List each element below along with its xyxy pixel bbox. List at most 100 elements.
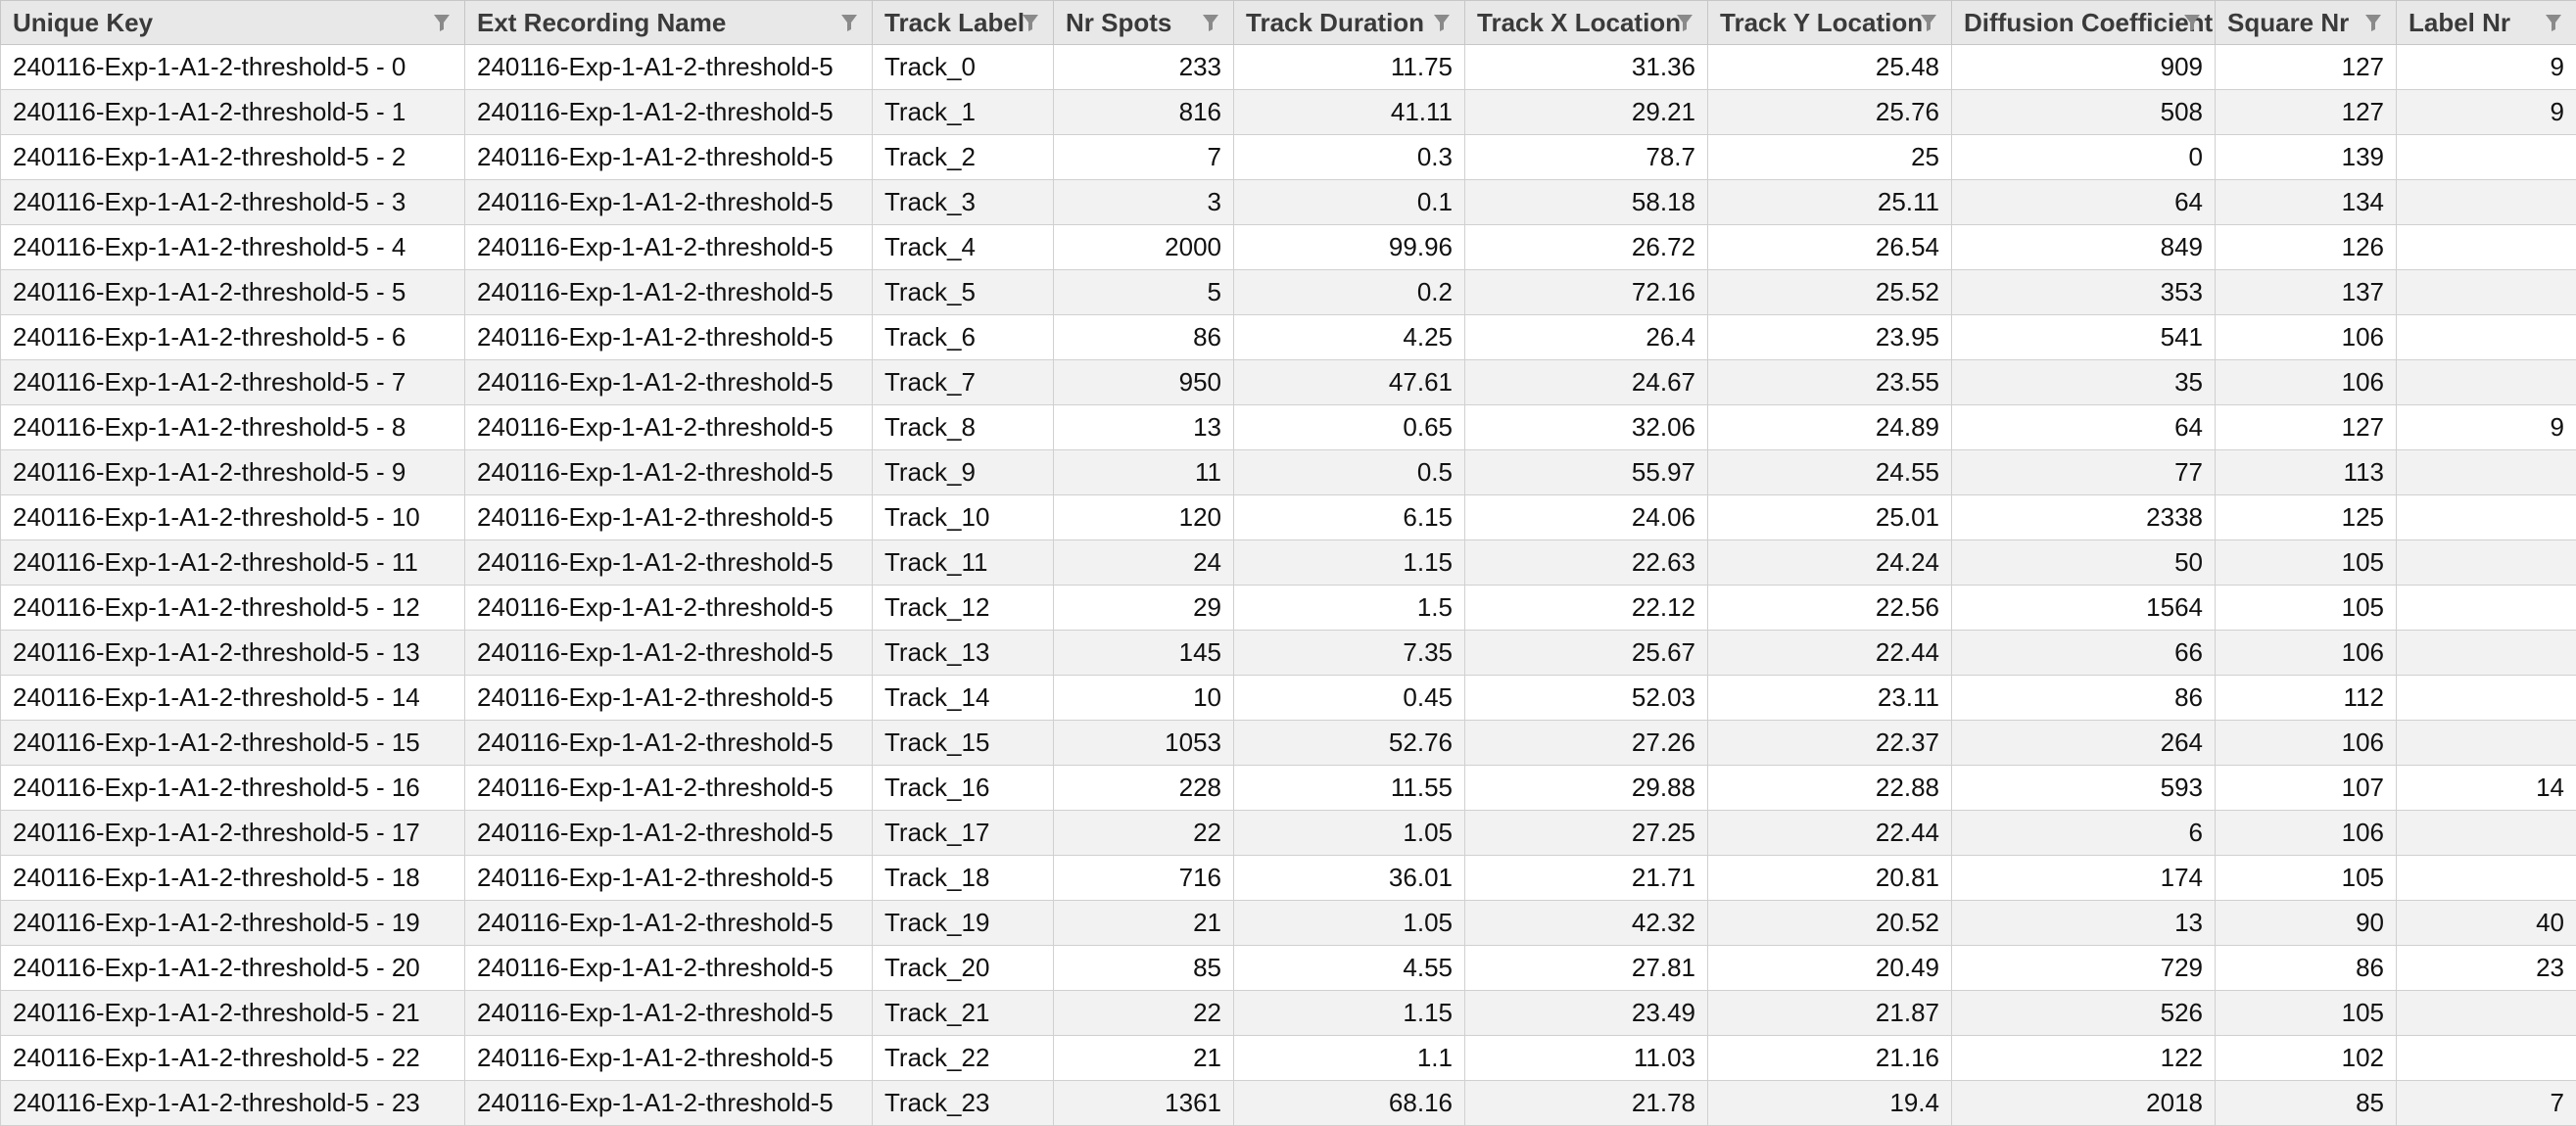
table-cell[interactable]: 240116-Exp-1-A1-2-threshold-5 xyxy=(464,630,873,676)
table-cell[interactable]: 27.81 xyxy=(1464,945,1708,991)
table-cell[interactable]: 240116-Exp-1-A1-2-threshold-5 - 15 xyxy=(0,720,465,766)
table-cell[interactable]: 36.01 xyxy=(1233,855,1465,901)
table-row[interactable]: 240116-Exp-1-A1-2-threshold-5 - 1 240116-… xyxy=(0,89,2576,135)
table-cell[interactable]: 1.05 xyxy=(1233,900,1465,946)
table-cell[interactable]: 1361 xyxy=(1053,1080,1234,1126)
table-cell[interactable]: 0.45 xyxy=(1233,675,1465,721)
table-cell[interactable]: Track_1 xyxy=(872,89,1054,135)
table-cell[interactable]: Track_20 xyxy=(872,945,1054,991)
table-cell[interactable]: 21.71 xyxy=(1464,855,1708,901)
table-cell[interactable]: 240116-Exp-1-A1-2-threshold-5 xyxy=(464,269,873,315)
table-cell[interactable]: 816 xyxy=(1053,89,1234,135)
table-cell[interactable]: 31.36 xyxy=(1464,44,1708,90)
table-cell[interactable]: 6.15 xyxy=(1233,494,1465,540)
table-cell[interactable]: Track_0 xyxy=(872,44,1054,90)
table-cell[interactable]: 4.55 xyxy=(1233,945,1465,991)
table-cell[interactable]: 112 xyxy=(2215,675,2397,721)
table-cell[interactable]: 20.81 xyxy=(1707,855,1952,901)
table-cell[interactable]: 72.16 xyxy=(1464,269,1708,315)
table-cell[interactable]: 240116-Exp-1-A1-2-threshold-5 - 21 xyxy=(0,990,465,1036)
table-cell[interactable]: 127 xyxy=(2215,44,2397,90)
table-cell[interactable] xyxy=(2396,855,2576,901)
table-cell[interactable]: 240116-Exp-1-A1-2-threshold-5 xyxy=(464,945,873,991)
table-cell[interactable]: 86 xyxy=(2215,945,2397,991)
table-cell[interactable]: 22.56 xyxy=(1707,585,1952,631)
table-cell[interactable]: 240116-Exp-1-A1-2-threshold-5 xyxy=(464,585,873,631)
table-cell[interactable]: 26.4 xyxy=(1464,314,1708,360)
table-cell[interactable]: 13 xyxy=(1053,404,1234,450)
table-cell[interactable]: 127 xyxy=(2215,89,2397,135)
table-cell[interactable]: 105 xyxy=(2215,990,2397,1036)
table-cell[interactable]: 4.25 xyxy=(1233,314,1465,360)
column-header-ext-recording-name[interactable]: Ext Recording Name xyxy=(464,0,873,45)
table-cell[interactable]: 40 xyxy=(2396,900,2576,946)
table-cell[interactable]: 240116-Exp-1-A1-2-threshold-5 - 8 xyxy=(0,404,465,450)
table-cell[interactable]: 52.03 xyxy=(1464,675,1708,721)
table-cell[interactable]: 240116-Exp-1-A1-2-threshold-5 xyxy=(464,179,873,225)
table-cell[interactable]: 240116-Exp-1-A1-2-threshold-5 - 6 xyxy=(0,314,465,360)
column-header-track-duration[interactable]: Track Duration xyxy=(1233,0,1465,45)
table-cell[interactable]: 2338 xyxy=(1951,494,2216,540)
table-row[interactable]: 240116-Exp-1-A1-2-threshold-5 - 5 240116-… xyxy=(0,269,2576,315)
table-cell[interactable]: 113 xyxy=(2215,449,2397,495)
table-cell[interactable]: 1.05 xyxy=(1233,810,1465,856)
table-cell[interactable]: 24 xyxy=(1053,540,1234,586)
table-row[interactable]: 240116-Exp-1-A1-2-threshold-5 - 18 240116… xyxy=(0,855,2576,901)
table-cell[interactable]: Track_7 xyxy=(872,359,1054,405)
table-cell[interactable]: 0 xyxy=(1951,134,2216,180)
table-cell[interactable]: 107 xyxy=(2215,765,2397,811)
table-cell[interactable]: 58.18 xyxy=(1464,179,1708,225)
table-cell[interactable]: Track_8 xyxy=(872,404,1054,450)
table-row[interactable]: 240116-Exp-1-A1-2-threshold-5 - 8 240116-… xyxy=(0,404,2576,450)
table-cell[interactable]: 126 xyxy=(2215,224,2397,270)
table-cell[interactable]: 240116-Exp-1-A1-2-threshold-5 - 5 xyxy=(0,269,465,315)
table-cell[interactable]: 23 xyxy=(2396,945,2576,991)
table-cell[interactable]: Track_3 xyxy=(872,179,1054,225)
table-cell[interactable]: 240116-Exp-1-A1-2-threshold-5 xyxy=(464,44,873,90)
table-cell[interactable]: 240116-Exp-1-A1-2-threshold-5 xyxy=(464,314,873,360)
table-cell[interactable]: 240116-Exp-1-A1-2-threshold-5 - 23 xyxy=(0,1080,465,1126)
table-row[interactable]: 240116-Exp-1-A1-2-threshold-5 - 22 240116… xyxy=(0,1035,2576,1081)
table-cell[interactable]: 22.63 xyxy=(1464,540,1708,586)
table-cell[interactable]: 77 xyxy=(1951,449,2216,495)
column-header-track-label[interactable]: Track Label xyxy=(872,0,1054,45)
table-cell[interactable]: 240116-Exp-1-A1-2-threshold-5 - 1 xyxy=(0,89,465,135)
table-cell[interactable]: 5 xyxy=(1053,269,1234,315)
table-cell[interactable]: 29 xyxy=(1053,585,1234,631)
table-cell[interactable]: 23.55 xyxy=(1707,359,1952,405)
table-cell[interactable]: 22 xyxy=(1053,990,1234,1036)
table-row[interactable]: 240116-Exp-1-A1-2-threshold-5 - 13 240116… xyxy=(0,630,2576,676)
table-cell[interactable]: 134 xyxy=(2215,179,2397,225)
table-cell[interactable]: 64 xyxy=(1951,404,2216,450)
table-cell[interactable]: 25.67 xyxy=(1464,630,1708,676)
table-cell[interactable]: 240116-Exp-1-A1-2-threshold-5 xyxy=(464,449,873,495)
table-cell[interactable]: 10 xyxy=(1053,675,1234,721)
table-cell[interactable]: 90 xyxy=(2215,900,2397,946)
table-cell[interactable] xyxy=(2396,990,2576,1036)
table-cell[interactable]: 729 xyxy=(1951,945,2216,991)
table-cell[interactable]: Track_19 xyxy=(872,900,1054,946)
table-cell[interactable]: 25.48 xyxy=(1707,44,1952,90)
table-cell[interactable]: 27.25 xyxy=(1464,810,1708,856)
table-cell[interactable]: 240116-Exp-1-A1-2-threshold-5 xyxy=(464,855,873,901)
table-cell[interactable]: 240116-Exp-1-A1-2-threshold-5 - 11 xyxy=(0,540,465,586)
table-cell[interactable]: 19.4 xyxy=(1707,1080,1952,1126)
table-cell[interactable]: 9 xyxy=(2396,404,2576,450)
table-cell[interactable]: Track_23 xyxy=(872,1080,1054,1126)
table-cell[interactable]: 508 xyxy=(1951,89,2216,135)
table-cell[interactable]: 127 xyxy=(2215,404,2397,450)
table-cell[interactable]: 11 xyxy=(1053,449,1234,495)
table-row[interactable]: 240116-Exp-1-A1-2-threshold-5 - 12 240116… xyxy=(0,585,2576,631)
table-cell[interactable]: 240116-Exp-1-A1-2-threshold-5 - 22 xyxy=(0,1035,465,1081)
table-cell[interactable]: 25.11 xyxy=(1707,179,1952,225)
table-cell[interactable]: 240116-Exp-1-A1-2-threshold-5 xyxy=(464,1080,873,1126)
table-cell[interactable]: Track_2 xyxy=(872,134,1054,180)
table-cell[interactable]: 25 xyxy=(1707,134,1952,180)
table-cell[interactable]: 11.75 xyxy=(1233,44,1465,90)
table-cell[interactable]: 11.55 xyxy=(1233,765,1465,811)
table-cell[interactable] xyxy=(2396,1035,2576,1081)
table-cell[interactable]: 85 xyxy=(2215,1080,2397,1126)
table-cell[interactable]: 25.52 xyxy=(1707,269,1952,315)
table-cell[interactable]: 20.52 xyxy=(1707,900,1952,946)
table-cell[interactable]: 2018 xyxy=(1951,1080,2216,1126)
